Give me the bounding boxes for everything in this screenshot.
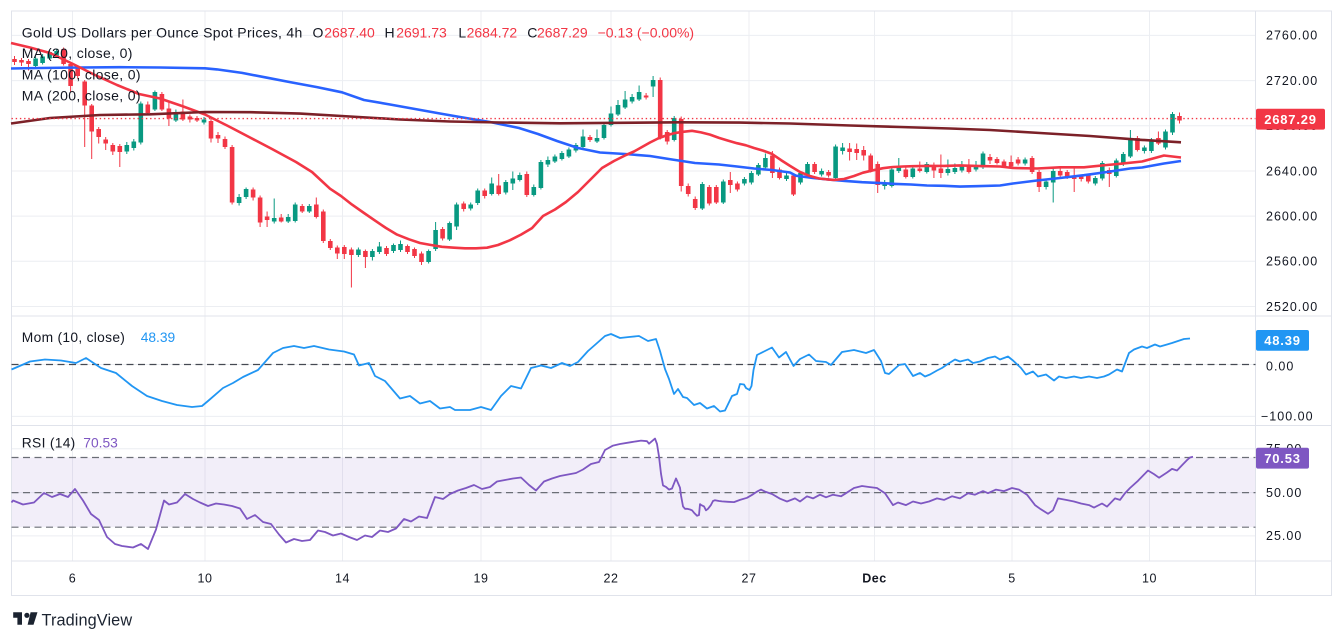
svg-text:70.53: 70.53 bbox=[1264, 451, 1301, 466]
svg-text:2600.00: 2600.00 bbox=[1266, 209, 1318, 223]
svg-text:Gold US Dollars per Ounce Spot: Gold US Dollars per Ounce Spot Prices, 4… bbox=[22, 25, 303, 41]
svg-text:10: 10 bbox=[1142, 572, 1157, 586]
svg-text:2691.73: 2691.73 bbox=[396, 25, 447, 41]
svg-text:MA (20, close, 0): MA (20, close, 0) bbox=[22, 45, 133, 61]
svg-text:27: 27 bbox=[742, 572, 757, 586]
svg-text:2687.29: 2687.29 bbox=[537, 25, 588, 41]
svg-text:2640.00: 2640.00 bbox=[1266, 164, 1318, 178]
svg-text:2687.40: 2687.40 bbox=[324, 25, 375, 41]
svg-text:2760.00: 2760.00 bbox=[1266, 29, 1318, 43]
svg-text:22: 22 bbox=[604, 572, 619, 586]
svg-text:0.00: 0.00 bbox=[1266, 360, 1294, 374]
svg-text:−0.13: −0.13 bbox=[598, 25, 634, 41]
svg-text:19: 19 bbox=[474, 572, 489, 586]
svg-text:50.00: 50.00 bbox=[1266, 486, 1302, 500]
svg-text:−100.00: −100.00 bbox=[1261, 410, 1314, 424]
svg-text:14: 14 bbox=[335, 572, 350, 586]
svg-text:2687.29: 2687.29 bbox=[1264, 112, 1317, 127]
svg-text:70.53: 70.53 bbox=[83, 436, 118, 451]
svg-text:6: 6 bbox=[69, 572, 76, 586]
svg-text:(−0.00%): (−0.00%) bbox=[637, 25, 694, 41]
svg-text:RSI (14): RSI (14) bbox=[22, 436, 76, 451]
svg-text:2520.00: 2520.00 bbox=[1266, 300, 1318, 314]
svg-text:Dec: Dec bbox=[862, 572, 886, 586]
svg-text:L: L bbox=[458, 25, 466, 41]
svg-text:2560.00: 2560.00 bbox=[1266, 255, 1318, 269]
svg-text:MA (100, close, 0): MA (100, close, 0) bbox=[22, 67, 141, 83]
svg-text:O: O bbox=[313, 25, 324, 41]
svg-text:5: 5 bbox=[1008, 572, 1015, 586]
svg-text:2684.72: 2684.72 bbox=[467, 25, 518, 41]
svg-text:C: C bbox=[527, 25, 537, 41]
svg-text:25.00: 25.00 bbox=[1266, 529, 1302, 543]
svg-text:10: 10 bbox=[198, 572, 213, 586]
svg-text:H: H bbox=[385, 25, 395, 41]
svg-text:MA (200, close, 0): MA (200, close, 0) bbox=[22, 88, 141, 104]
svg-text:Mom (10, close): Mom (10, close) bbox=[22, 330, 125, 345]
svg-text:TradingView: TradingView bbox=[42, 612, 133, 630]
svg-text:48.39: 48.39 bbox=[141, 330, 176, 345]
svg-text:2720.00: 2720.00 bbox=[1266, 74, 1318, 88]
svg-text:48.39: 48.39 bbox=[1264, 333, 1301, 348]
